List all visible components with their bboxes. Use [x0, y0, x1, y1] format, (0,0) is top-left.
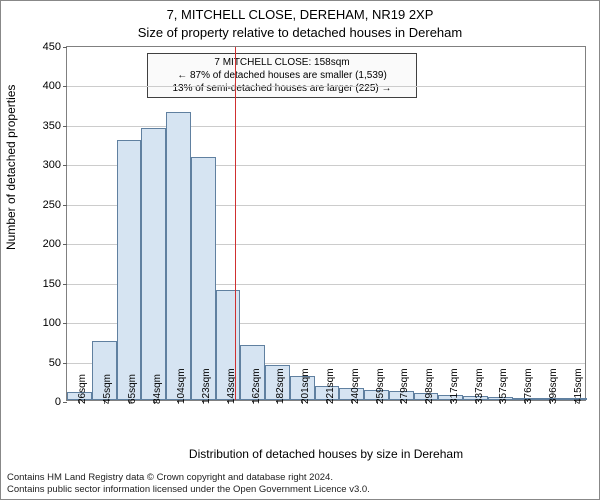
y-tick-label: 400 [43, 80, 67, 92]
x-tick-label: 221sqm [325, 368, 336, 404]
x-tick-label: 240sqm [350, 368, 361, 404]
y-tick-label: 450 [43, 41, 67, 53]
x-tick-label: 26sqm [77, 374, 88, 404]
x-tick-label: 123sqm [201, 368, 212, 404]
x-tick-label: 279sqm [399, 368, 410, 404]
attribution-line-2: Contains public sector information licen… [7, 484, 593, 495]
annotation-box: 7 MITCHELL CLOSE: 158sqm← 87% of detache… [147, 53, 417, 98]
y-tick-label: 300 [43, 159, 67, 171]
y-tick-label: 0 [55, 396, 67, 408]
x-tick-label: 162sqm [251, 368, 262, 404]
chart-subtitle: Size of property relative to detached ho… [1, 25, 599, 40]
histogram-bar [141, 128, 166, 400]
x-tick-label: 298sqm [424, 368, 435, 404]
x-axis-label: Distribution of detached houses by size … [66, 447, 586, 461]
histogram-bar [191, 157, 216, 400]
y-axis-label: Number of detached properties [4, 85, 18, 250]
x-tick-label: 317sqm [449, 368, 460, 404]
histogram-bar [117, 140, 142, 400]
x-tick-label: 104sqm [176, 368, 187, 404]
x-tick-label: 376sqm [523, 368, 534, 404]
annotation-line: ← 87% of detached houses are smaller (1,… [154, 69, 410, 82]
reference-line [235, 47, 236, 400]
x-tick-label: 357sqm [498, 368, 509, 404]
annotation-line: 7 MITCHELL CLOSE: 158sqm [154, 56, 410, 69]
x-tick-label: 259sqm [375, 368, 386, 404]
plot-area: 7 MITCHELL CLOSE: 158sqm← 87% of detache… [66, 46, 586, 401]
x-tick-label: 396sqm [548, 368, 559, 404]
x-tick-label: 201sqm [300, 368, 311, 404]
x-tick-label: 65sqm [127, 374, 138, 404]
gridline [67, 126, 585, 127]
x-tick-label: 84sqm [152, 374, 163, 404]
attribution-text: Contains HM Land Registry data © Crown c… [7, 472, 593, 495]
y-tick-label: 350 [43, 120, 67, 132]
x-tick-label: 182sqm [275, 368, 286, 404]
attribution-line-1: Contains HM Land Registry data © Crown c… [7, 472, 593, 483]
y-tick-label: 200 [43, 238, 67, 250]
page-title: 7, MITCHELL CLOSE, DEREHAM, NR19 2XP [1, 7, 599, 22]
x-tick-label: 415sqm [573, 368, 584, 404]
annotation-line: 13% of semi-detached houses are larger (… [154, 82, 410, 95]
x-tick-label: 337sqm [474, 368, 485, 404]
chart-frame: 7, MITCHELL CLOSE, DEREHAM, NR19 2XP Siz… [0, 0, 600, 500]
y-tick-label: 100 [43, 317, 67, 329]
y-tick-label: 50 [49, 357, 67, 369]
y-tick-label: 250 [43, 199, 67, 211]
histogram-bar [166, 112, 191, 400]
gridline [67, 86, 585, 87]
y-tick-label: 150 [43, 278, 67, 290]
x-tick-label: 45sqm [102, 374, 113, 404]
